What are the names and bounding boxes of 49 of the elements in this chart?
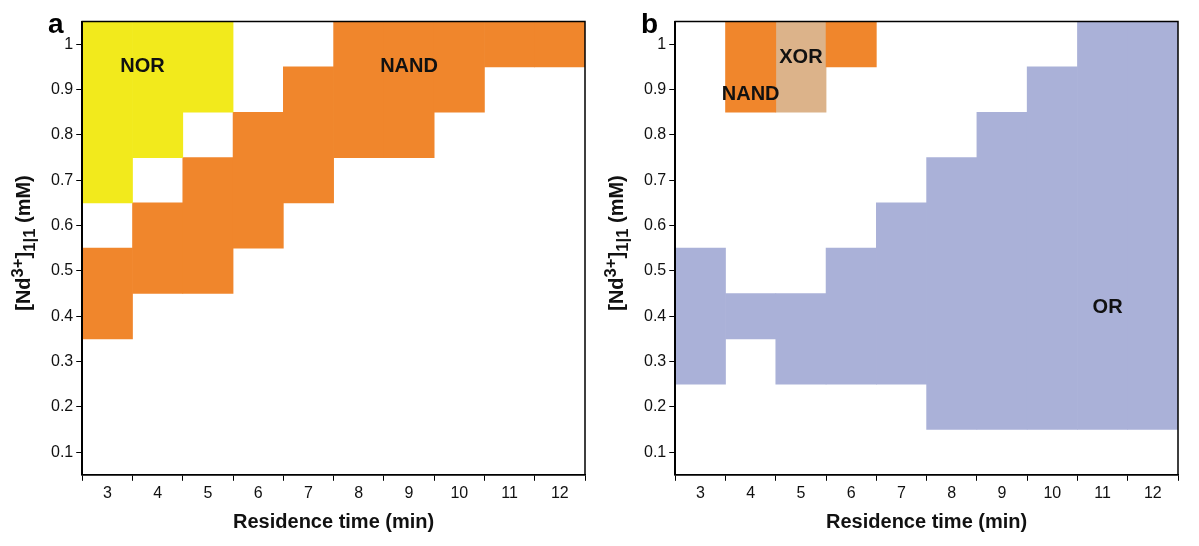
x-tick-label: 7 [304,483,314,501]
x-tick-label: 10 [450,483,469,501]
chart-title: b [641,7,659,39]
x-tick-label: 5 [796,483,806,501]
x-tick-label: 12 [1143,483,1162,501]
bar [825,21,877,68]
y-tick-label: 0.2 [50,397,74,415]
y-tick-label: 0.9 [50,79,74,97]
y-tick-label: 0.1 [50,442,74,460]
y-tick-label: 0.4 [643,306,667,324]
y-tick-label: 0.3 [643,351,667,369]
y-tick-label: 0.3 [50,351,74,369]
x-tick-label: 4 [153,483,163,501]
x-tick-label: 4 [746,483,756,501]
x-tick-label: 6 [846,483,856,501]
y-tick-label: 0.7 [643,170,667,188]
x-tick-label: 11 [501,483,518,501]
y-tick-label: 0.6 [50,215,74,233]
y-tick-label: 0.8 [643,125,667,143]
y-tick-label: 0.7 [50,170,74,188]
y-tick-label: 1 [657,34,667,52]
chart-title: a [48,7,64,39]
x-tick-label: 5 [203,483,213,501]
x-tick-label: 7 [897,483,907,501]
y-tick-label: 0.8 [50,125,74,143]
y-tick-label: 0.9 [643,79,667,97]
x-tick-label: 9 [404,483,414,501]
x-tick-label: 10 [1043,483,1062,501]
x-tick-label: 12 [550,483,569,501]
y-tick-label: 0.5 [50,261,74,279]
y-tick-label: 0.2 [643,397,667,415]
x-tick-label: 3 [695,483,705,501]
y-tick-label: 0.1 [643,442,667,460]
x-tick-label: 11 [1094,483,1111,501]
y-tick-label: 0.6 [643,215,667,233]
x-tick-label: 6 [253,483,263,501]
y-tick-label: 0.5 [643,261,667,279]
x-tick-label: 8 [354,483,364,501]
series-label: OR [1092,294,1124,317]
x-tick-label: 8 [947,483,957,501]
y-tick-label: 1 [64,34,74,52]
series-label: NAND [380,54,438,77]
y-tick-label: 0.4 [50,306,74,324]
series-label: XOR [779,45,824,68]
x-axis-title: Residence time (min) [233,509,435,532]
series-label: NOR [120,54,166,77]
x-tick-label: 9 [997,483,1007,501]
x-axis-title: Residence time (min) [826,509,1028,532]
x-tick-label: 3 [102,483,112,501]
